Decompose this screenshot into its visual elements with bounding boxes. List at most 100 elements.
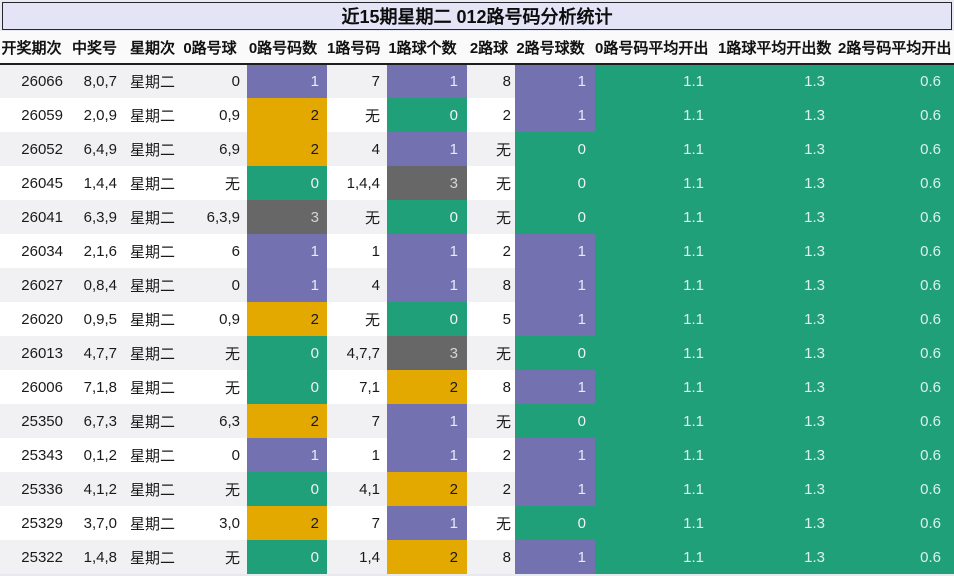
cell-winning-number: 4,7,7 — [83, 344, 117, 362]
cell-road0-count: 2 — [247, 302, 327, 336]
cell-road0-count: 1 — [247, 268, 327, 302]
cell-weekday: 星期二 — [129, 379, 175, 397]
cell-road1-numbers: 无 — [364, 209, 380, 227]
cell-avg-road0: 1.1 — [595, 234, 718, 268]
cell-avg-road0: 1.1 — [595, 336, 718, 370]
cell-avg-road1: 1.3 — [718, 64, 838, 98]
cell-weekday: 星期二 — [129, 175, 175, 193]
col-header-road1-average: 1路球平均开出数 — [718, 31, 838, 65]
cell-road2-count: 1 — [515, 472, 595, 506]
cell-road1-count: 2 — [387, 540, 467, 574]
cell-road1-count: 2 — [387, 472, 467, 506]
col-header-road1-numbers: 1路号码 — [327, 31, 387, 65]
cell-road1-numbers: 4,1 — [359, 480, 380, 498]
cell-road1-numbers: 4 — [371, 140, 380, 158]
cell-road0-count: 2 — [247, 98, 327, 132]
cell-road1-numbers: 1 — [371, 242, 380, 260]
cell-road2-ball: 2 — [502, 242, 511, 260]
cell-avg-road1: 1.3 — [718, 336, 838, 370]
cell-weekday: 星期二 — [129, 107, 175, 125]
cell-avg-road0: 1.1 — [595, 64, 718, 98]
table-row: 26020 0,9,5 星期二 0,9 2 无 0 5 1 1.1 1.3 0.… — [0, 302, 954, 336]
cell-weekday: 星期二 — [129, 277, 175, 295]
cell-avg-road1: 1.3 — [718, 438, 838, 472]
cell-road0-balls: 无 — [224, 481, 240, 499]
cell-road1-count: 1 — [387, 438, 467, 472]
cell-road1-count: 1 — [387, 404, 467, 438]
cell-road0-balls: 0,9 — [219, 106, 240, 124]
cell-avg-road0: 1.1 — [595, 404, 718, 438]
cell-road0-balls: 6,9 — [219, 140, 240, 158]
cell-period: 26006 — [21, 378, 63, 396]
cell-avg-road1: 1.3 — [718, 200, 838, 234]
cell-road1-numbers: 7,1 — [359, 378, 380, 396]
cell-winning-number: 6,3,9 — [83, 208, 117, 226]
cell-road1-numbers: 7 — [371, 412, 380, 430]
cell-road2-ball: 8 — [502, 276, 511, 294]
cell-avg-road0: 1.1 — [595, 370, 718, 404]
cell-avg-road0: 1.1 — [595, 302, 718, 336]
cell-avg-road1: 1.3 — [718, 540, 838, 574]
cell-road0-balls: 无 — [224, 379, 240, 397]
cell-avg-road0: 1.1 — [595, 506, 718, 540]
cell-road2-count: 0 — [515, 200, 595, 234]
cell-road2-count: 1 — [515, 302, 595, 336]
table-row: 26041 6,3,9 星期二 6,3,9 3 无 0 无 0 1.1 1.3 … — [0, 200, 954, 234]
cell-weekday: 星期二 — [129, 209, 175, 227]
cell-road2-ball: 无 — [495, 175, 511, 193]
cell-winning-number: 4,1,2 — [83, 480, 117, 498]
cell-period: 25350 — [21, 412, 63, 430]
cell-avg-road1: 1.3 — [718, 302, 838, 336]
cell-road1-count: 1 — [387, 268, 467, 302]
cell-road2-ball: 无 — [495, 209, 511, 227]
cell-road1-numbers: 无 — [364, 107, 380, 125]
col-header-road2-average: 2路号码平均开出 — [838, 31, 954, 65]
cell-road2-count: 1 — [515, 234, 595, 268]
cell-road2-count: 0 — [515, 404, 595, 438]
cell-road0-balls: 无 — [224, 345, 240, 363]
cell-road0-balls: 0 — [231, 73, 240, 90]
cell-period: 25329 — [21, 514, 63, 532]
table-row: 25322 1,4,8 星期二 无 0 1,4 2 8 1 1.1 1.3 0.… — [0, 540, 954, 574]
cell-road2-ball: 8 — [502, 73, 511, 90]
col-header-period: 开奖期次 — [0, 31, 72, 65]
cell-avg-road0: 1.1 — [595, 268, 718, 302]
cell-road1-numbers: 1,4 — [359, 548, 380, 566]
cell-road2-count: 1 — [515, 268, 595, 302]
table-row: 25350 6,7,3 星期二 6,3 2 7 1 无 0 1.1 1.3 0.… — [0, 404, 954, 438]
cell-road0-count: 0 — [247, 370, 327, 404]
cell-weekday: 星期二 — [129, 311, 175, 329]
cell-weekday: 星期二 — [129, 74, 175, 91]
cell-road0-balls: 无 — [224, 175, 240, 193]
cell-winning-number: 8,0,7 — [83, 73, 117, 90]
cell-road2-ball: 无 — [495, 413, 511, 431]
cell-winning-number: 6,4,9 — [83, 140, 117, 158]
cell-road0-count: 2 — [247, 404, 327, 438]
cell-road0-balls: 6,3 — [219, 412, 240, 430]
cell-road2-count: 1 — [515, 64, 595, 98]
table-row: 26066 8,0,7 星期二 0 1 7 1 8 1 1.1 1.3 0.6 — [0, 64, 954, 98]
table-row: 26034 2,1,6 星期二 6 1 1 1 2 1 1.1 1.3 0.6 — [0, 234, 954, 268]
cell-avg-road1: 1.3 — [718, 268, 838, 302]
cell-road0-count: 0 — [247, 166, 327, 200]
cell-avg-road1: 1.3 — [718, 166, 838, 200]
cell-road0-count: 0 — [247, 540, 327, 574]
cell-period: 26013 — [21, 344, 63, 362]
cell-avg-road1: 1.3 — [718, 234, 838, 268]
table-row: 25343 0,1,2 星期二 0 1 1 1 2 1 1.1 1.3 0.6 — [0, 438, 954, 472]
cell-road1-count: 0 — [387, 302, 467, 336]
cell-road1-numbers: 4 — [371, 276, 380, 294]
cell-winning-number: 2,0,9 — [83, 106, 117, 124]
cell-avg-road1: 1.3 — [718, 472, 838, 506]
cell-avg-road2: 0.6 — [838, 336, 954, 370]
cell-road2-count: 0 — [515, 132, 595, 166]
col-header-road0-average: 0路号码平均开出 — [595, 31, 718, 65]
cell-avg-road2: 0.6 — [838, 234, 954, 268]
cell-road0-balls: 6 — [231, 242, 240, 260]
cell-road1-numbers: 无 — [364, 311, 380, 329]
cell-avg-road2: 0.6 — [838, 472, 954, 506]
table-row: 26013 4,7,7 星期二 无 0 4,7,7 3 无 0 1.1 1.3 … — [0, 336, 954, 370]
cell-period: 26066 — [21, 73, 63, 90]
cell-road2-ball: 8 — [502, 548, 511, 566]
cell-road0-count: 1 — [247, 438, 327, 472]
